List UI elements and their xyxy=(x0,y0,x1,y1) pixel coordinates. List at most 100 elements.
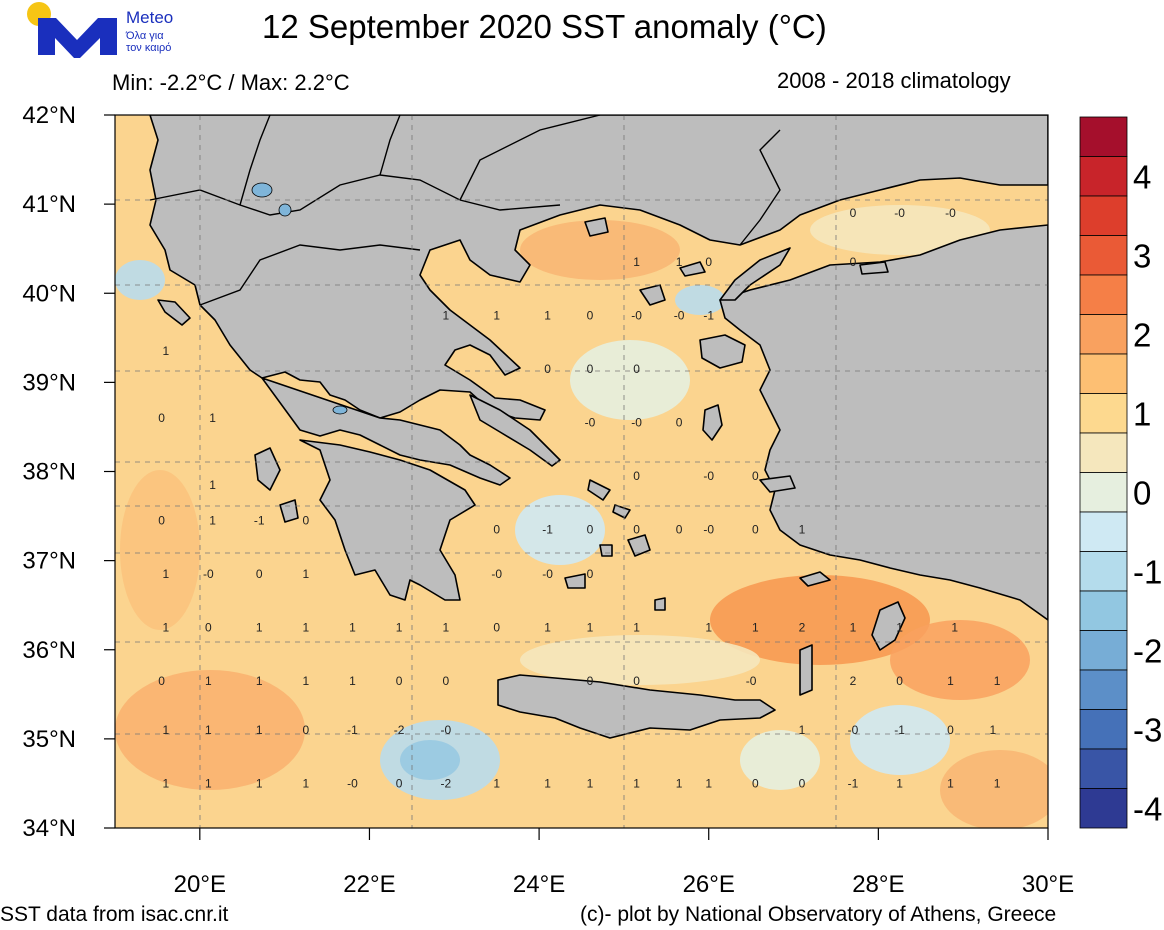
andros-island xyxy=(587,479,611,501)
chios-island xyxy=(702,404,723,441)
anomaly-value-label: -0 xyxy=(542,567,553,581)
lakes xyxy=(251,182,348,415)
anomaly-value-label: -1 xyxy=(848,776,859,790)
anomaly-value-label: 1 xyxy=(544,776,551,790)
lat-tick-label: 41°N xyxy=(22,191,76,218)
anomaly-value-label: 1 xyxy=(994,776,1001,790)
anomaly-value-label: 1 xyxy=(205,776,212,790)
colorbar-swatch xyxy=(1079,432,1128,473)
anomaly-value-label: 0 xyxy=(676,522,683,536)
colorbar-tick-label: 0 xyxy=(1133,474,1151,511)
anomaly-value-label: 1 xyxy=(163,620,170,634)
anomaly-value-label: -1 xyxy=(254,514,265,528)
anomaly-value-label: 1 xyxy=(256,620,263,634)
rhodes-island xyxy=(871,601,906,651)
anomaly-value-label: 0 xyxy=(493,620,500,634)
anomaly-value-label: 1 xyxy=(163,776,170,790)
anomaly-value-label: 0 xyxy=(302,723,309,737)
anomaly-value-label: 0 xyxy=(633,362,640,376)
anomaly-value-label: 1 xyxy=(256,723,263,737)
lat-tick-label: 34°N xyxy=(22,815,76,842)
anomaly-value-label: 0 xyxy=(396,674,403,688)
logo-tagline: Όλα για τον καιρό xyxy=(126,30,172,54)
anomaly-value-label: 1 xyxy=(163,344,170,358)
colorbar-swatch xyxy=(1079,551,1128,592)
colorbar-tick-label: -1 xyxy=(1133,553,1162,590)
anomaly-value-label: 1 xyxy=(302,674,309,688)
anomaly-value-label: -0 xyxy=(945,206,956,220)
anomaly-value-label: 1 xyxy=(209,514,216,528)
anomaly-value-label: 1 xyxy=(256,776,263,790)
anomaly-value-label: -1 xyxy=(347,723,358,737)
anomaly-value-label: -0 xyxy=(703,469,714,483)
anomaly-value-label: 1 xyxy=(544,309,551,323)
anomaly-value-label: 1 xyxy=(633,620,640,634)
kos-island xyxy=(799,571,831,587)
mainland-greece xyxy=(149,115,1048,421)
anomaly-value-labels: 1 0 1 1 0 1 -1 0 1 -0 0 1 1 0 1 1 1 1 1 0 1 1 1 1 1 2 1 1 1 0 1 1 1 1 0 0 0 0… xyxy=(158,206,1000,790)
colorbar-tick-label: 2 xyxy=(1133,316,1151,353)
karpathos-island xyxy=(799,644,813,696)
lemnos-island xyxy=(639,284,666,306)
lon-tick-label: 22°E xyxy=(343,871,395,898)
anomaly-value-label: -0 xyxy=(746,674,757,688)
anomaly-value-label: 0 xyxy=(158,674,165,688)
colorbar-tick-label: 1 xyxy=(1133,395,1151,432)
anomaly-value-label: 1 xyxy=(587,776,594,790)
imbros-island xyxy=(679,261,706,277)
santorini-island xyxy=(654,597,666,611)
logo-brand: Meteo xyxy=(126,8,174,27)
anomaly-value-label: 1 xyxy=(676,776,683,790)
anomaly-value-label: 1 xyxy=(705,776,712,790)
anomaly-value-label: 1 xyxy=(209,478,216,492)
colorbar-swatch xyxy=(1079,393,1128,434)
anomaly-value-label: 0 xyxy=(396,776,403,790)
colorbar-swatch xyxy=(1079,274,1128,315)
anomaly-value-label: 1 xyxy=(396,620,403,634)
lon-tick-label: 24°E xyxy=(513,871,565,898)
colorbar-swatch xyxy=(1079,195,1128,236)
land xyxy=(149,115,1048,739)
anomaly-value-label: 1 xyxy=(493,309,500,323)
anomaly-value-label: -1 xyxy=(542,522,553,536)
anomaly-value-label: 0 xyxy=(302,514,309,528)
anomaly-value-label: -0 xyxy=(631,415,642,429)
anomaly-value-label: 0 xyxy=(633,469,640,483)
anomaly-value-label: -0 xyxy=(674,309,685,323)
anomaly-value-label: -1 xyxy=(703,309,714,323)
climatology-label: 2008 - 2018 climatology xyxy=(777,68,1011,93)
longitude-axis: 20°E 22°E 24°E 26°E 28°E 30°E xyxy=(174,828,1074,898)
peloponnese xyxy=(299,439,476,601)
anomaly-value-label: 0 xyxy=(587,674,594,688)
colorbar-swatch xyxy=(1079,630,1128,671)
anomaly-value-label: 0 xyxy=(205,620,212,634)
anomaly-value-label: 1 xyxy=(349,674,356,688)
anomaly-value-label: 0 xyxy=(705,255,712,269)
anomaly-value-label: 0 xyxy=(158,411,165,425)
anomaly-value-label: 0 xyxy=(587,522,594,536)
lat-tick-label: 40°N xyxy=(22,280,76,307)
corfu-island xyxy=(157,299,191,326)
anomaly-value-label: 1 xyxy=(633,776,640,790)
anomaly-value-label: 1 xyxy=(947,776,954,790)
latitude-axis: 42°N 41°N 40°N 39°N 38°N 37°N 36°N 35°N 34°N xyxy=(22,102,115,842)
chart-title: 12 September 2020 SST anomaly (°C) xyxy=(262,8,827,45)
anomaly-value-label: 0 xyxy=(633,522,640,536)
colorbar-swatch xyxy=(1079,472,1128,513)
min-max-label: Min: -2.2°C / Max: 2.2°C xyxy=(112,70,350,95)
anomaly-value-label: 1 xyxy=(752,620,759,634)
anomaly-value-label: 1 xyxy=(994,674,1001,688)
anomaly-value-label: 1 xyxy=(442,620,449,634)
anomaly-value-label: 1 xyxy=(587,620,594,634)
colorbar-swatch xyxy=(1079,511,1128,552)
anomaly-value-label: 1 xyxy=(442,309,449,323)
anomaly-value-label: 1 xyxy=(544,620,551,634)
anomaly-value-label: 0 xyxy=(752,522,759,536)
colorbar-swatch xyxy=(1079,353,1128,394)
lat-tick-label: 36°N xyxy=(22,637,76,664)
anomaly-value-label: -0 xyxy=(203,567,214,581)
colorbar-swatch xyxy=(1079,235,1128,276)
lon-tick-label: 26°E xyxy=(683,871,735,898)
anomaly-value-label: 0 xyxy=(850,206,857,220)
anomaly-value-label: 1 xyxy=(676,255,683,269)
